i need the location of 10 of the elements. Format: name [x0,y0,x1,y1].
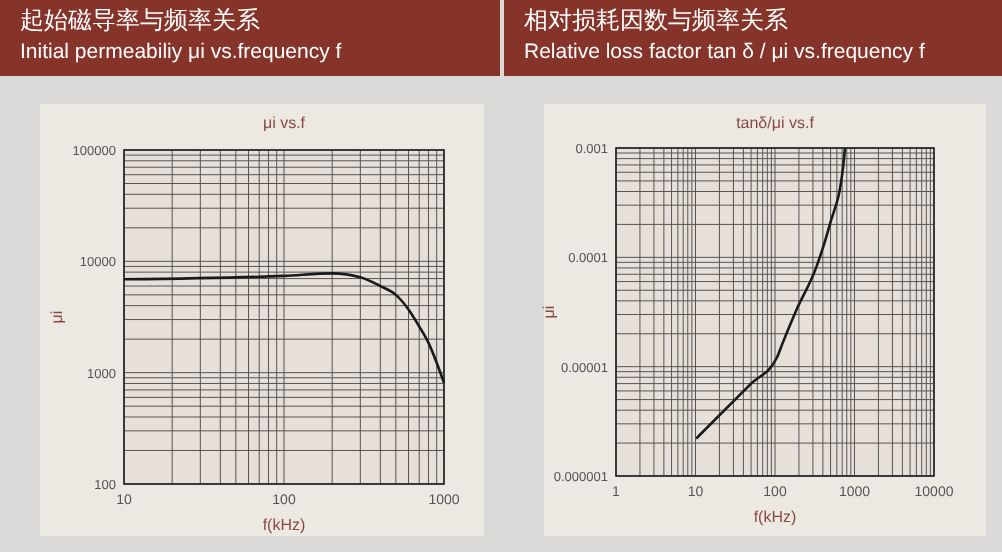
x-axis-title: f(kHz) [262,516,306,534]
text: Relative loss factor tan δ / μi vs.frequency f [524,40,925,64]
text: 起始磁导率与频率关系 [20,6,260,34]
y-axis-title: μi [540,305,558,319]
text: 相对损耗因数与频率关系 [524,6,788,34]
chart-title: tanδ/μi vs.f [736,114,816,132]
text: Initial permeabiliy μi vs.frequency f [20,40,342,64]
chart-title: μi vs.f [262,114,307,132]
x-axis-title: f(kHz) [753,508,797,526]
y-axis-title: μi [48,310,66,324]
